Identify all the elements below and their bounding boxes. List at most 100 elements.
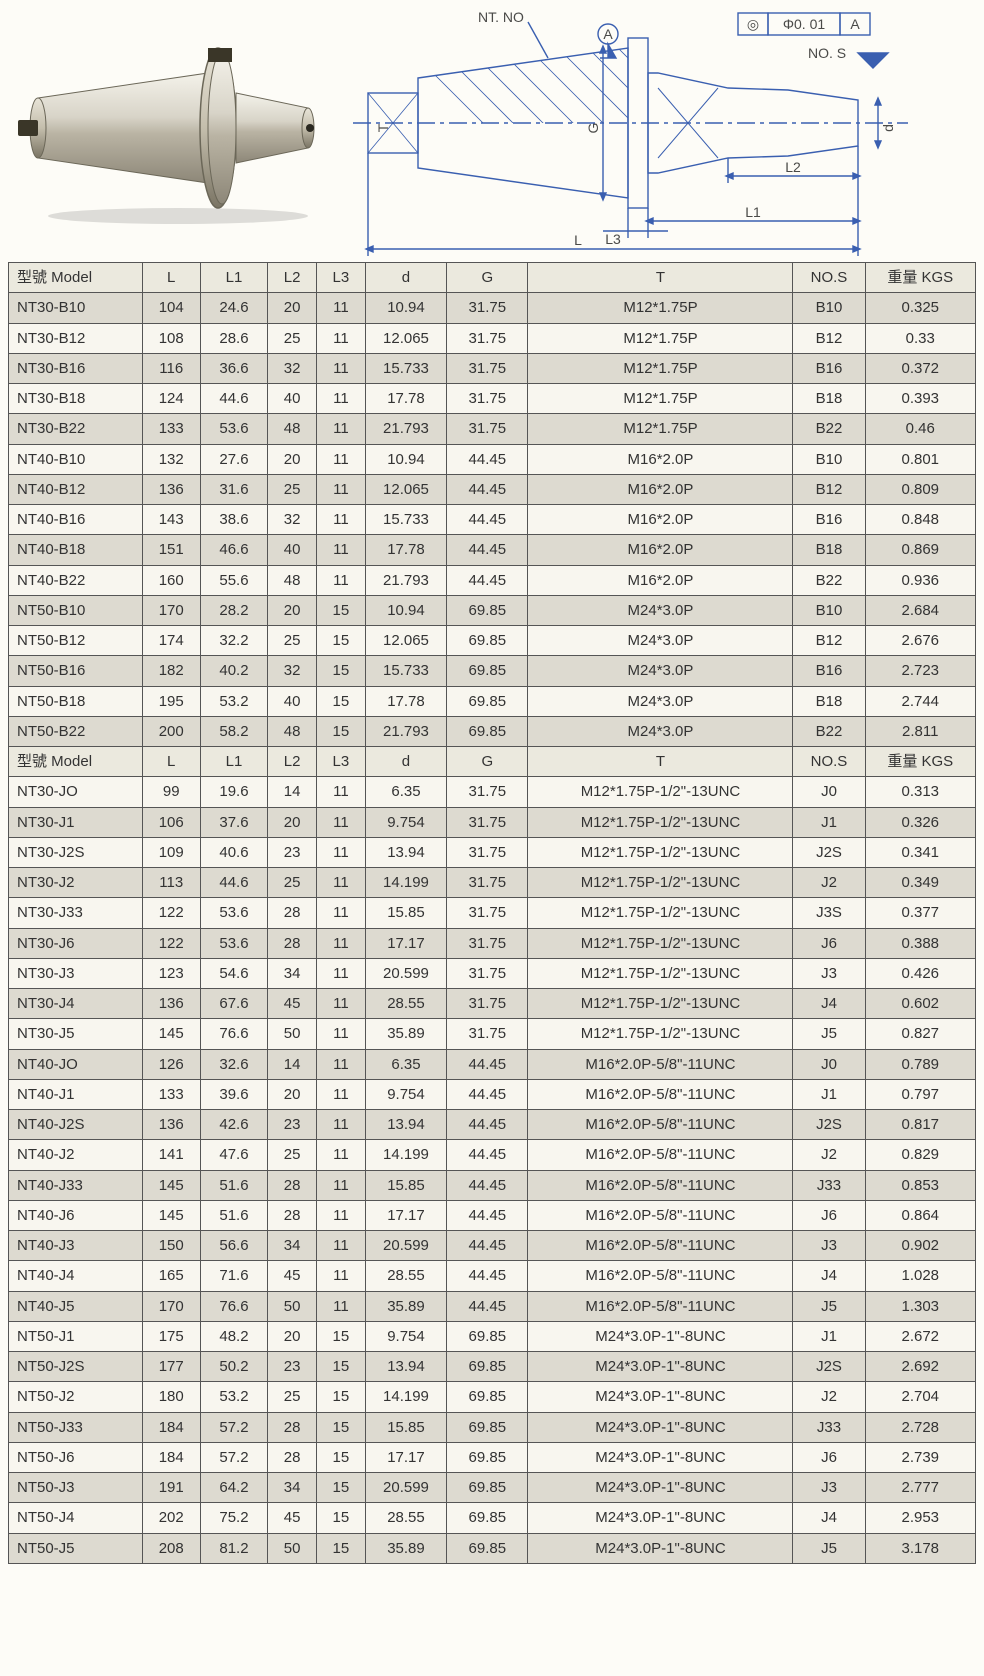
table-cell: 53.6 xyxy=(200,414,267,444)
table-cell: 11 xyxy=(316,474,365,504)
table-cell: 150 xyxy=(142,1231,200,1261)
table-row: NT40-J113339.620119.75444.45M16*2.0P-5/8… xyxy=(9,1079,976,1109)
table-row: NT40-B1213631.6251112.06544.45M16*2.0PB1… xyxy=(9,474,976,504)
th-6: G xyxy=(447,747,528,777)
l3-label: L3 xyxy=(605,231,621,247)
nos-label: NO. S xyxy=(808,45,846,61)
table-cell: 53.6 xyxy=(200,928,267,958)
table-row: NT50-B1819553.2401517.7869.85M24*3.0PB18… xyxy=(9,686,976,716)
table-cell: 15 xyxy=(316,716,365,746)
table-cell: 11 xyxy=(316,535,365,565)
table-cell: J1 xyxy=(793,1321,865,1351)
table-cell: 15 xyxy=(316,1352,365,1382)
table-cell: J3 xyxy=(793,958,865,988)
table-cell: 31.75 xyxy=(447,837,528,867)
table-cell: 11 xyxy=(316,293,365,323)
table-cell: 20 xyxy=(268,595,317,625)
table-cell: 40 xyxy=(268,686,317,716)
table-cell: 40 xyxy=(268,535,317,565)
table-cell: NT50-J6 xyxy=(9,1442,143,1472)
table-cell: 53.2 xyxy=(200,1382,267,1412)
table-cell: NT40-B22 xyxy=(9,565,143,595)
table-cell: 2.704 xyxy=(865,1382,975,1412)
tol-symbol-label: ◎ xyxy=(747,16,759,32)
th-1: L xyxy=(142,747,200,777)
table-cell: 69.85 xyxy=(447,686,528,716)
table-cell: 0.853 xyxy=(865,1170,975,1200)
table-cell: J6 xyxy=(793,1442,865,1472)
table-cell: 143 xyxy=(142,505,200,535)
table-cell: J33 xyxy=(793,1412,865,1442)
table-cell: 27.6 xyxy=(200,444,267,474)
table-cell: 44.45 xyxy=(447,474,528,504)
table-cell: 0.869 xyxy=(865,535,975,565)
table-cell: J0 xyxy=(793,777,865,807)
table-cell: 45 xyxy=(268,989,317,1019)
diagram-area: ◎ Φ0. 01 A NT. NO A NO. S xyxy=(8,8,976,258)
table-cell: 141 xyxy=(142,1140,200,1170)
table-cell: 38.6 xyxy=(200,505,267,535)
table-cell: 15.733 xyxy=(365,505,446,535)
table-cell: 136 xyxy=(142,474,200,504)
table-cell: 64.2 xyxy=(200,1473,267,1503)
table-cell: 11 xyxy=(316,777,365,807)
table-cell: 76.6 xyxy=(200,1019,267,1049)
table-cell: NT40-B18 xyxy=(9,535,143,565)
table-cell: 20.599 xyxy=(365,958,446,988)
table-cell: 37.6 xyxy=(200,807,267,837)
table-cell: 11 xyxy=(316,958,365,988)
table-cell: 17.78 xyxy=(365,686,446,716)
table-cell: 39.6 xyxy=(200,1079,267,1109)
table-cell: 0.801 xyxy=(865,444,975,474)
table-cell: 11 xyxy=(316,898,365,928)
table-cell: 25 xyxy=(268,323,317,353)
table-cell: M12*1.75P xyxy=(528,384,793,414)
table-cell: 51.6 xyxy=(200,1170,267,1200)
table-cell: 10.94 xyxy=(365,595,446,625)
table-cell: NT40-J6 xyxy=(9,1200,143,1230)
table-row: NT40-J416571.6451128.5544.45M16*2.0P-5/8… xyxy=(9,1261,976,1291)
table-cell: B22 xyxy=(793,414,865,444)
table-cell: 47.6 xyxy=(200,1140,267,1170)
table-row: NT40-B1614338.6321115.73344.45M16*2.0PB1… xyxy=(9,505,976,535)
table-cell: NT30-B18 xyxy=(9,384,143,414)
table-cell: NT30-B22 xyxy=(9,414,143,444)
table-cell: 69.85 xyxy=(447,716,528,746)
table-cell: 11 xyxy=(316,1140,365,1170)
table-cell: 2.728 xyxy=(865,1412,975,1442)
table-cell: 122 xyxy=(142,898,200,928)
table-cell: 31.75 xyxy=(447,384,528,414)
table-cell: 44.45 xyxy=(447,1140,528,1170)
table-cell: 133 xyxy=(142,1079,200,1109)
table-cell: J2 xyxy=(793,1140,865,1170)
table-cell: 40.6 xyxy=(200,837,267,867)
table-cell: 0.426 xyxy=(865,958,975,988)
table-cell: 45 xyxy=(268,1261,317,1291)
table-cell: 11 xyxy=(316,868,365,898)
table-cell: 69.85 xyxy=(447,656,528,686)
table-cell: 20 xyxy=(268,807,317,837)
table-cell: M12*1.75P-1/2"-13UNC xyxy=(528,837,793,867)
th-l3: L3 xyxy=(316,263,365,293)
th-model: 型號 Model xyxy=(9,263,143,293)
table-cell: B16 xyxy=(793,353,865,383)
table-cell: 20 xyxy=(268,1321,317,1351)
table-cell: 20 xyxy=(268,1079,317,1109)
table-cell: NT50-B10 xyxy=(9,595,143,625)
ntno-label: NT. NO xyxy=(478,9,524,25)
table-cell: M24*3.0P-1"-8UNC xyxy=(528,1442,793,1472)
table-row: NT30-B1812444.6401117.7831.75M12*1.75PB1… xyxy=(9,384,976,414)
table-cell: M12*1.75P-1/2"-13UNC xyxy=(528,1019,793,1049)
table-cell: 99 xyxy=(142,777,200,807)
table-cell: J0 xyxy=(793,1049,865,1079)
table-cell: 12.065 xyxy=(365,323,446,353)
table-cell: 53.2 xyxy=(200,686,267,716)
table-cell: 35.89 xyxy=(365,1291,446,1321)
table-cell: 31.75 xyxy=(447,807,528,837)
table-cell: 165 xyxy=(142,1261,200,1291)
table-cell: 25 xyxy=(268,474,317,504)
table-cell: 11 xyxy=(316,1291,365,1321)
table-cell: 170 xyxy=(142,595,200,625)
table-cell: 177 xyxy=(142,1352,200,1382)
table-cell: 31.75 xyxy=(447,989,528,1019)
